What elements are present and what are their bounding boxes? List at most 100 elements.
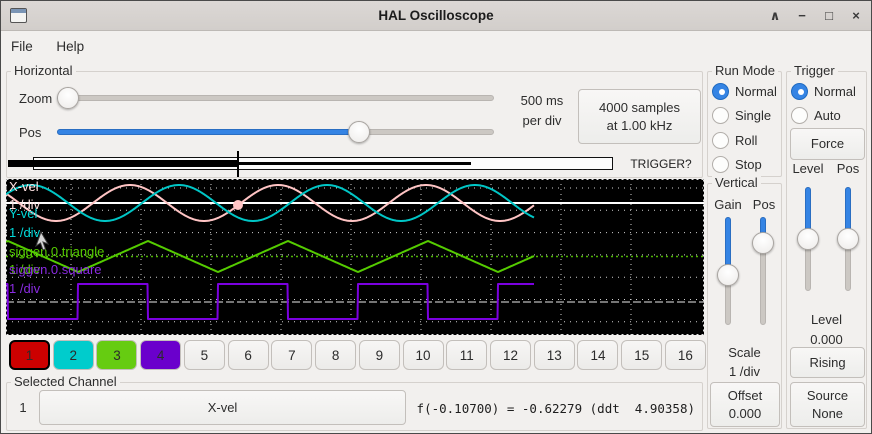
run-mode-group: Run Mode [707, 63, 782, 177]
window-title: HAL Oscilloscope [378, 8, 494, 23]
channel-button-2[interactable]: 2 [52, 340, 94, 370]
run-mode-radios: Normal Single Roll Stop [712, 79, 777, 177]
vertical-offset-button[interactable]: Offset 0.000 [710, 382, 780, 427]
trigger-source-button[interactable]: Source None [790, 382, 865, 427]
run-mode-roll-label: Roll [735, 132, 758, 148]
channel-button-12[interactable]: 12 [490, 340, 532, 370]
channel-button-5[interactable]: 5 [183, 340, 225, 370]
channel-button-8[interactable]: 8 [315, 340, 357, 370]
run-mode-stop-label: Stop [735, 157, 762, 173]
menu-file[interactable]: File [11, 39, 33, 54]
run-mode-single-radio[interactable] [712, 107, 729, 125]
channel-button-7[interactable]: 7 [271, 340, 313, 370]
slider-handle[interactable] [347, 121, 370, 143]
channel-button-13[interactable]: 13 [533, 340, 575, 370]
slider-handle[interactable] [717, 264, 739, 287]
run-mode-stop-radio[interactable] [712, 156, 729, 174]
titlebar: HAL Oscilloscope ∧ − □ × [1, 1, 871, 31]
run-mode-single-label: Single [735, 108, 772, 124]
shade-button[interactable]: ∧ [769, 8, 781, 23]
channel-button-10[interactable]: 10 [402, 340, 444, 370]
trigger-pos-slider-label: Pos [836, 161, 860, 176]
trigger-group-label: Trigger [791, 63, 838, 78]
run-mode-normal[interactable]: Normal [712, 79, 777, 104]
maximize-button[interactable]: □ [825, 8, 833, 23]
samples-button[interactable]: 4000 samples at 1.00 kHz [578, 89, 701, 144]
run-mode-normal-label: Normal [735, 83, 777, 99]
horizontal-zoom-slider[interactable] [57, 87, 494, 109]
scope-trace-y-vel [6, 184, 535, 222]
app-icon [10, 8, 27, 23]
trigger-mode-normal-radio[interactable] [791, 82, 808, 100]
channel-button-11[interactable]: 11 [446, 340, 488, 370]
trigger-mode-normal[interactable]: Normal [791, 79, 856, 104]
scope-trace-x-vel [6, 184, 535, 222]
samples-line2: at 1.00 kHz [606, 117, 673, 133]
channel-button-9[interactable]: 9 [358, 340, 400, 370]
channel-button-3[interactable]: 3 [96, 340, 138, 370]
trigger-level-value: 0.000 [810, 332, 843, 347]
run-mode-normal-radio[interactable] [712, 82, 729, 100]
scope-trace-siggen.0.triangle [6, 240, 535, 273]
trigger-force-button[interactable]: Force [790, 128, 865, 160]
slider-handle[interactable] [797, 228, 819, 250]
scope-channel-label: siggen.0.square [9, 262, 102, 277]
menubar: File Help [1, 32, 871, 61]
slider-handle[interactable] [57, 87, 79, 109]
trigger-mode-auto-radio[interactable] [791, 107, 808, 125]
trigger-status-label: TRIGGER? [630, 157, 692, 171]
trigger-level-slider[interactable] [797, 187, 819, 291]
scope-channel-label: 1 /div [9, 262, 41, 277]
vertical-scale-value: 1 /div [728, 364, 761, 379]
vertical-group: Vertical [707, 175, 782, 429]
selected-channel-group-label: Selected Channel [11, 374, 120, 389]
scope-channel-label: 1 /div [9, 225, 41, 240]
vertical-gain-slider[interactable] [717, 217, 739, 325]
close-button[interactable]: × [852, 8, 860, 23]
minimize-button[interactable]: − [798, 8, 806, 23]
run-mode-roll[interactable]: Roll [712, 128, 777, 153]
trigger-mode-auto[interactable]: Auto [791, 104, 856, 129]
selected-channel-number: 1 [19, 400, 27, 415]
record-trigger-mark [237, 151, 239, 177]
vertical-pos-slider[interactable] [752, 217, 774, 325]
slider-track[interactable] [57, 95, 494, 101]
scope-channel-label: Y-vel [9, 206, 38, 221]
channel-button-1[interactable]: 1 [9, 340, 50, 370]
trigger-source-label: Source [806, 387, 849, 403]
vertical-gain-label: Gain [714, 197, 742, 212]
vertical-pos-label: Pos [752, 197, 776, 212]
mouse-cursor [35, 230, 50, 251]
horizontal-group: Horizontal [6, 63, 703, 178]
scope-channel-label: siggen.0.triangle [9, 244, 104, 259]
scope-trace-siggen.0.square [6, 283, 535, 320]
channel-value-readout: f(-0.10700) = -0.62279 (ddt 4.90358) [416, 401, 695, 416]
run-mode-roll-radio[interactable] [712, 131, 729, 149]
scope-channel-label: 1 /div [9, 281, 41, 296]
trigger-level-slider-label: Level [792, 161, 824, 176]
selected-channel-button[interactable]: X-vel [39, 390, 406, 425]
trigger-mode-normal-label: Normal [814, 83, 856, 99]
horizontal-pos-slider[interactable] [57, 121, 494, 143]
channel-button-16[interactable]: 16 [664, 340, 706, 370]
channel-button-4[interactable]: 4 [140, 340, 182, 370]
trigger-pos-slider[interactable] [837, 187, 859, 291]
horizontal-group-label: Horizontal [11, 63, 76, 78]
scope-channel-label: 1 /div [9, 197, 41, 212]
run-mode-stop[interactable]: Stop [712, 153, 777, 178]
slider-handle[interactable] [752, 232, 774, 255]
channel-button-15[interactable]: 15 [621, 340, 663, 370]
menu-help[interactable]: Help [56, 39, 85, 54]
slider-fill [57, 129, 359, 135]
vertical-scale-label: Scale [728, 345, 761, 360]
trigger-point-marker [233, 200, 243, 210]
trigger-mode-auto-label: Auto [814, 108, 841, 124]
window-controls: ∧ − □ × [766, 1, 865, 31]
run-mode-single[interactable]: Single [712, 104, 777, 129]
trigger-edge-button[interactable]: Rising [790, 347, 865, 378]
channel-button-6[interactable]: 6 [227, 340, 269, 370]
channel-button-14[interactable]: 14 [577, 340, 619, 370]
slider-handle[interactable] [837, 228, 859, 250]
